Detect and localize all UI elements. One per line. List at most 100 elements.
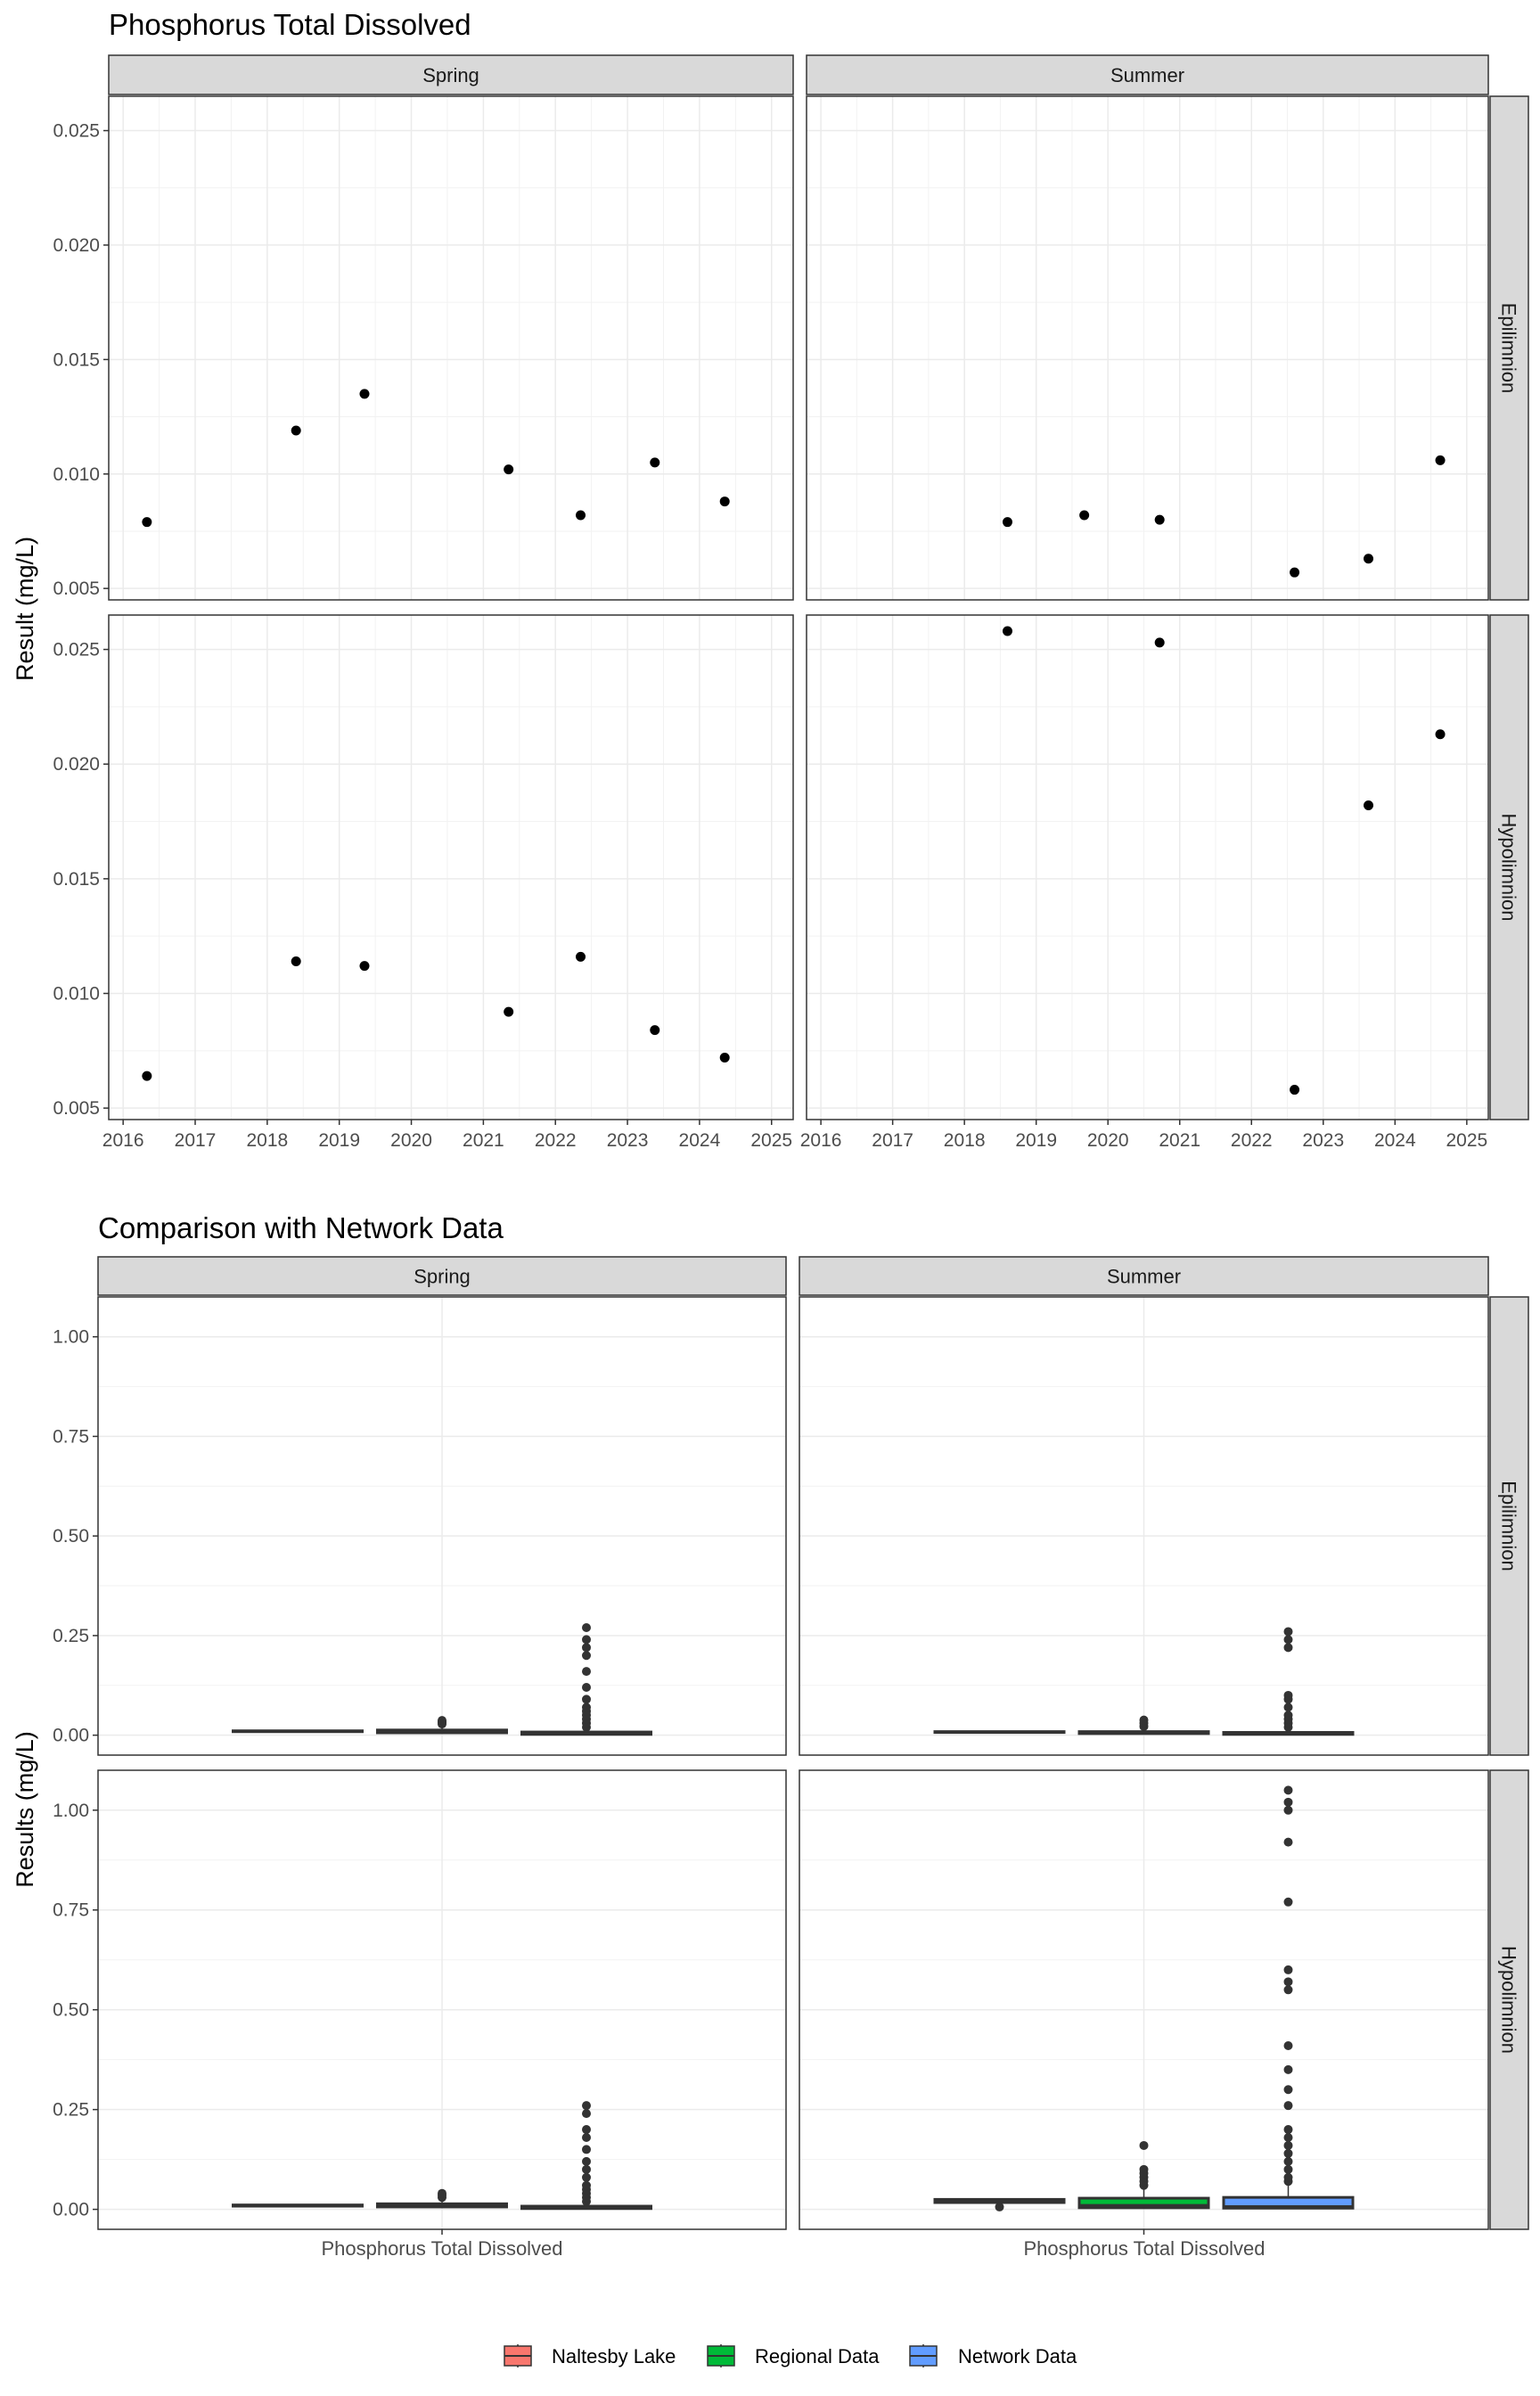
chart1-spring-hypolimnion-data-point: [291, 956, 301, 966]
chart2-spring-hypolimnion-outlier-point: [582, 2133, 591, 2142]
chart2-strip-label-hypolimnion: Hypolimnion: [1498, 1946, 1520, 2054]
chart2-strip-hypolimnion: [1489, 1769, 1529, 2230]
chart2-x-category-label-spring: Phosphorus Total Dissolved: [321, 2237, 562, 2260]
chart2-summer-hypolimnion-outlier-point: [1283, 2064, 1293, 2074]
chart1-summer-hypolimnion-data-point: [1002, 626, 1012, 636]
chart2-spring-epilimnion-outlier-point: [582, 1694, 591, 1704]
chart1-spring-hypolimnion-x-tick-label: 2024: [679, 1130, 721, 1151]
chart2-summer-hypolimnion-outlier-point: [1283, 2101, 1293, 2111]
chart2-summer-hypolimnion-outlier-point: [1283, 1897, 1293, 1907]
chart1-spring-hypolimnion-y-tick-label: 0.025: [53, 640, 100, 661]
chart1-spring-hypolimnion-x-tick-label: 2023: [607, 1130, 649, 1151]
chart2-x-category-label-summer: Phosphorus Total Dissolved: [1023, 2237, 1265, 2260]
chart2-spring-hypolimnion-box-network-data: [520, 2101, 652, 2211]
chart2-strip-label-summer: Summer: [1107, 1266, 1181, 1288]
chart2-spring-hypolimnion-outlier-point: [582, 2101, 591, 2111]
legend-label-naltesby-lake: Naltesby Lake: [552, 2345, 676, 2367]
chart1-strip-hypolimnion: [1489, 614, 1529, 1120]
chart1-strip-label-epilimnion: Epilimnion: [1498, 303, 1520, 394]
chart2-summer-hypolimnion-outlier-point: [1283, 1837, 1293, 1847]
legend-item-regional-data: Regional Data: [707, 2344, 880, 2367]
chart2-summer-hypolimnion-outlier-point: [1283, 1985, 1293, 1995]
legend: Naltesby Lake Regional Data Network Data: [504, 2344, 1077, 2367]
chart1-spring-hypolimnion-panel-border: [108, 614, 794, 1120]
chart2-spring-hypolimnion-box-regional-data: [376, 2188, 508, 2209]
chart1-summer-hypolimnion-data-point: [1364, 800, 1374, 811]
chart2-spring-hypolimnion-y-tick-label: 0.75: [53, 1900, 89, 1921]
chart2-strip-label-epilimnion: Epilimnion: [1498, 1481, 1520, 1571]
chart1-summer-hypolimnion-x-tick-label: 2019: [1015, 1130, 1057, 1151]
chart2-spring-hypolimnion-outlier-point: [582, 2145, 591, 2154]
legend-label-network-data: Network Data: [958, 2345, 1077, 2367]
chart2-summer-hypolimnion-outlier-point: [1283, 2041, 1293, 2050]
chart2-summer-epilimnion-outlier-point: [1283, 1703, 1293, 1712]
chart1-spring-hypolimnion-data-point: [359, 961, 370, 972]
chart2-summer-hypolimnion-outlier-point: [1283, 2140, 1293, 2150]
chart2-spring-epilimnion-outlier-point: [582, 1651, 591, 1661]
chart2-spring-epilimnion-outlier-point: [582, 1683, 591, 1693]
chart1-spring-epilimnion-data-point: [291, 425, 301, 436]
chart2-summer-hypolimnion-outlier-point: [1283, 1805, 1293, 1815]
chart2-spring-epilimnion-outlier-point: [582, 1643, 591, 1653]
chart2-summer-hypolimnion-outlier-point: [995, 2202, 1004, 2211]
chart1-spring-epilimnion-y-tick-label: 0.005: [53, 578, 100, 599]
chart1-spring-hypolimnion-data-point: [142, 1071, 152, 1081]
chart2-spring-epilimnion-outlier-point: [582, 1635, 591, 1645]
chart1-spring-hypolimnion-x-tick-label: 2016: [102, 1130, 144, 1151]
chart2-summer-epilimnion-box-naltesby-lake: [933, 1730, 1066, 1735]
chart1-strip-label-hypolimnion: Hypolimnion: [1498, 813, 1520, 921]
chart2-spring-hypolimnion-outlier-point: [582, 2109, 591, 2119]
chart1-spring-hypolimnion-panel-bg: [109, 615, 793, 1120]
legend-item-naltesby-lake: Naltesby Lake: [504, 2344, 676, 2367]
chart2-summer-hypolimnion-box-network-data: [1222, 1785, 1355, 2210]
chart2-spring-epilimnion-outlier-point: [582, 1622, 591, 1632]
chart1-summer-epilimnion-data-point: [1290, 567, 1300, 578]
chart1-spring-hypolimnion-data-point: [719, 1053, 730, 1063]
chart2-summer-hypolimnion-outlier-point: [1283, 2164, 1293, 2174]
chart2-spring-epilimnion-box-naltesby-lake: [232, 1729, 364, 1734]
chart2-strip-summer: [799, 1256, 1489, 1296]
chart2-summer-hypolimnion-box-naltesby-lake: [933, 2197, 1066, 2211]
chart1-strip-label-spring: Spring: [422, 64, 479, 86]
chart1-strip-summer: [806, 54, 1489, 95]
chart2-strip-epilimnion: [1489, 1296, 1529, 1756]
chart1-spring-hypolimnion-y-tick-label: 0.020: [53, 754, 100, 775]
chart1-spring-hypolimnion-data-point: [576, 951, 586, 962]
chart2-summer-hypolimnion-outlier-point: [1283, 1977, 1293, 1987]
chart2-summer-hypolimnion-outlier-point: [1283, 2148, 1293, 2158]
chart1-summer-hypolimnion-x-tick-label: 2024: [1374, 1130, 1416, 1151]
chart2-spring-epilimnion-outlier-point: [438, 1716, 446, 1726]
chart1-summer-hypolimnion-x-tick-label: 2025: [1446, 1130, 1487, 1151]
chart1-spring-hypolimnion-data-point: [650, 1025, 660, 1036]
chart1-summer-epilimnion-data-point: [1154, 514, 1165, 525]
chart1-spring-hypolimnion-x-tick-label: 2018: [246, 1130, 288, 1151]
chart1-summer-hypolimnion-x-tick-label: 2018: [944, 1130, 986, 1151]
chart1-summer-hypolimnion-data-point: [1154, 637, 1165, 648]
chart2-spring-epilimnion-panel-border: [97, 1296, 787, 1756]
chart2-summer-hypolimnion-outlier-point: [1139, 2164, 1149, 2174]
chart2-spring-hypolimnion-outlier-point: [582, 2180, 591, 2190]
chart1-spring-hypolimnion-data-point: [504, 1006, 514, 1017]
chart2-strip-label-spring: Spring: [414, 1266, 471, 1288]
chart1-spring-epilimnion-y-tick-label: 0.015: [53, 349, 100, 370]
chart2-summer-epilimnion-outlier-point: [1283, 1690, 1293, 1700]
chart1-summer-hypolimnion-panel-bg: [807, 615, 1488, 1120]
chart2-spring-hypolimnion-outlier-point: [582, 2125, 591, 2135]
chart2-spring-epilimnion-outlier-point: [582, 1703, 591, 1712]
chart1-summer-hypolimnion-x-tick-label: 2017: [872, 1130, 913, 1151]
chart1-spring-epilimnion-panel-border: [108, 95, 794, 601]
chart1-summer-epilimnion-data-point: [1079, 510, 1090, 521]
legend-item-network-data: Network Data: [909, 2344, 1077, 2367]
chart1-spring-epilimnion-data-point: [719, 496, 730, 507]
chart1-summer-hypolimnion-data-point: [1290, 1085, 1300, 1095]
chart1-summer-hypolimnion-panel-border: [806, 614, 1489, 1120]
chart1-summer-hypolimnion-x-tick-label: 2020: [1087, 1130, 1129, 1151]
chart2-summer-hypolimnion-outlier-point: [1283, 1797, 1293, 1807]
chart2-spring-hypolimnion-y-tick-label: 0.25: [53, 2100, 89, 2121]
chart1-spring-hypolimnion-y-tick-label: 0.005: [53, 1098, 100, 1119]
chart2-spring-epilimnion-box-network-data: [520, 1622, 652, 1736]
chart1-spring-hypolimnion-x-tick-label: 2021: [463, 1130, 504, 1151]
chart2-summer-epilimnion-outlier-point: [1283, 1711, 1293, 1720]
chart1-summer-epilimnion-data-point: [1435, 455, 1446, 465]
chart2-spring-hypolimnion-outlier-point: [438, 2188, 446, 2198]
